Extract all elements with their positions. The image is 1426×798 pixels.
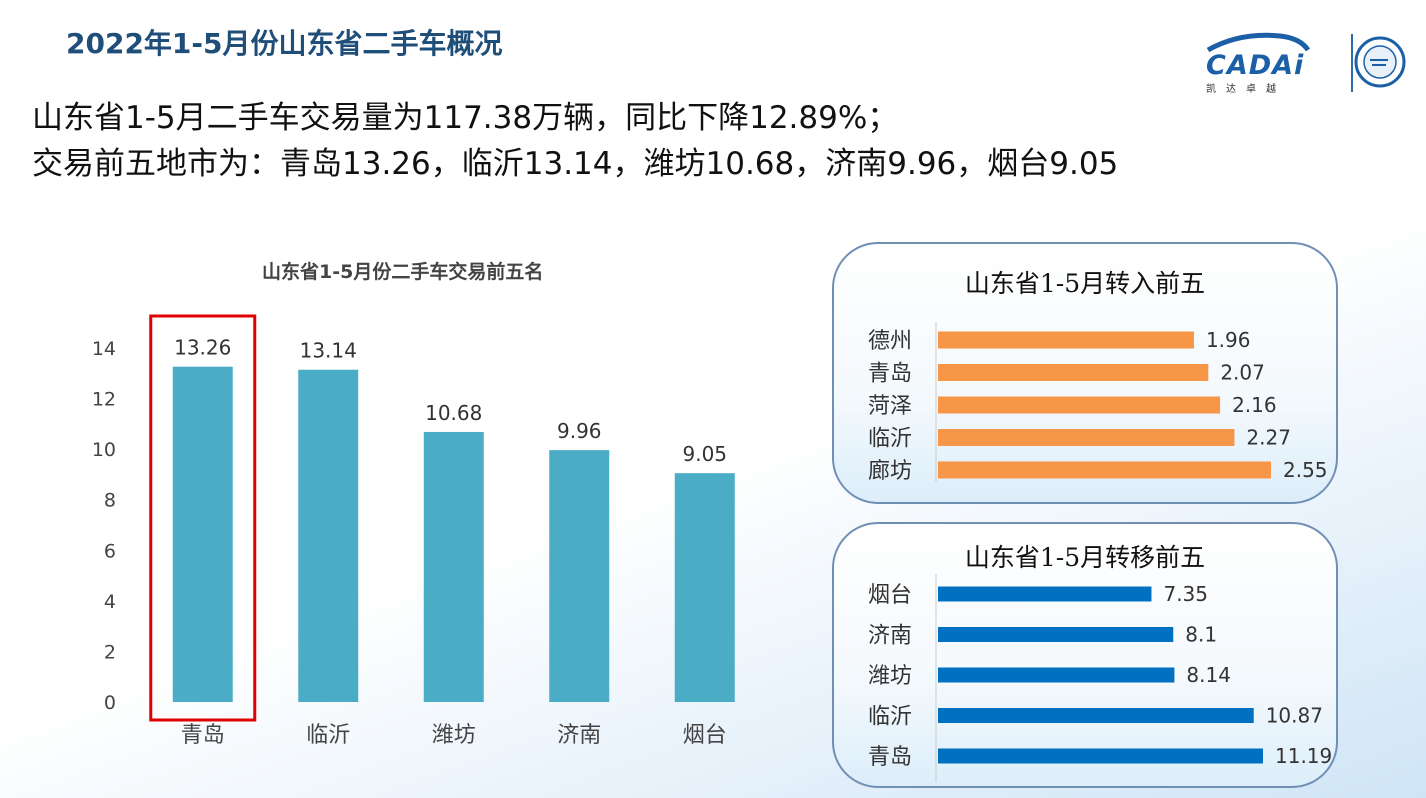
bar-临沂 [298, 369, 359, 702]
y-tick-label: 0 [104, 692, 116, 714]
data-label: 10.68 [425, 401, 482, 425]
summary-line-2: 交易前五地市为：青岛13.26，临沂13.14，潍坊10.68，济南9.96，烟… [32, 146, 1119, 182]
y-tick-label: 2 [104, 641, 116, 663]
data-label: 2.16 [1232, 393, 1277, 417]
bar-济南 [938, 627, 1174, 642]
data-label: 10.87 [1266, 704, 1323, 728]
bar-临沂 [938, 429, 1235, 446]
category-label: 青岛 [868, 745, 912, 770]
data-label: 8.14 [1186, 663, 1231, 687]
logo-subtitle: 凯达卓越 [1206, 84, 1286, 95]
bar-菏泽 [938, 396, 1221, 414]
category-label: 济南 [868, 624, 912, 649]
summary-line-1: 山东省1-5月二手车交易量为117.38万辆，同比下降12.89%； [32, 100, 899, 136]
x-tick-label: 潍坊 [432, 723, 476, 748]
data-label: 11.19 [1275, 744, 1332, 768]
bar-德州 [938, 331, 1194, 349]
main-bar-chart: 0 2 4 6 8 10 12 14 13.26 青岛 13.14 临沂 10.68 潍坊 9.96 济南 9.… [92, 314, 735, 748]
bar-廊坊 [938, 461, 1271, 479]
bar-青岛 [938, 748, 1263, 764]
bar-烟台 [674, 473, 735, 702]
bar-潍坊 [423, 431, 484, 702]
category-label: 廊坊 [868, 459, 912, 484]
category-label: 临沂 [868, 427, 912, 452]
x-tick-label: 济南 [557, 723, 601, 748]
y-tick-label: 14 [92, 338, 116, 360]
bar-青岛 [172, 366, 233, 702]
category-label: 德州 [868, 329, 912, 354]
category-label: 潍坊 [868, 664, 912, 689]
car-logo-icon [1206, 32, 1406, 88]
transfer-in-panel: 山东省1-5月转入前五 德州 1.96 青岛 2.07 菏泽 2.16 临沂 2.27 廊坊 2.… [832, 242, 1338, 504]
page-title: 2022年1-5月份山东省二手车概况 [66, 27, 503, 60]
y-tick-label: 10 [92, 439, 116, 461]
category-label: 临沂 [868, 705, 912, 730]
y-tick-label: 12 [92, 389, 116, 411]
x-tick-label: 临沂 [306, 723, 350, 748]
data-label: 9.96 [557, 419, 602, 443]
transfer-out-chart: 烟台 7.35 济南 8.1 潍坊 8.14 临沂 10.87 青岛 11.19 [868, 574, 1332, 782]
data-label: 2.27 [1246, 426, 1291, 450]
x-tick-label: 烟台 [683, 723, 727, 748]
data-label: 7.35 [1163, 582, 1208, 606]
transfer-out-title: 山东省1-5月转移前五 [964, 543, 1206, 572]
main-chart-title: 山东省1-5月份二手车交易前五名 [262, 261, 544, 283]
data-label: 2.55 [1283, 458, 1328, 482]
bar-烟台 [938, 586, 1152, 602]
category-label: 菏泽 [868, 394, 912, 419]
category-label: 烟台 [868, 583, 912, 608]
logo-brand: CADAi [1206, 50, 1305, 81]
bar-青岛 [938, 364, 1209, 381]
data-label: 1.96 [1206, 328, 1251, 352]
highlight-box [149, 314, 257, 722]
logo-divider [1351, 34, 1353, 92]
transfer-in-title: 山东省1-5月转入前五 [964, 269, 1206, 298]
y-tick-label: 4 [104, 591, 116, 613]
y-tick-label: 6 [104, 540, 116, 562]
bar-济南 [549, 450, 610, 702]
bar-临沂 [938, 708, 1254, 723]
data-label: 8.1 [1185, 623, 1217, 647]
data-label: 2.07 [1220, 361, 1265, 385]
bar-潍坊 [938, 667, 1175, 683]
data-label: 13.14 [300, 339, 357, 363]
transfer-in-chart: 德州 1.96 青岛 2.07 菏泽 2.16 临沂 2.27 廊坊 2.55 [868, 322, 1328, 484]
transfer-out-panel: 山东省1-5月转移前五 烟台 7.35 济南 8.1 潍坊 8.14 临沂 10.87 青岛 11… [832, 522, 1338, 788]
y-tick-label: 8 [104, 490, 116, 512]
data-label: 13.26 [174, 336, 231, 360]
category-label: 青岛 [868, 362, 912, 387]
data-label: 9.05 [682, 442, 727, 466]
x-tick-label: 青岛 [181, 723, 225, 748]
